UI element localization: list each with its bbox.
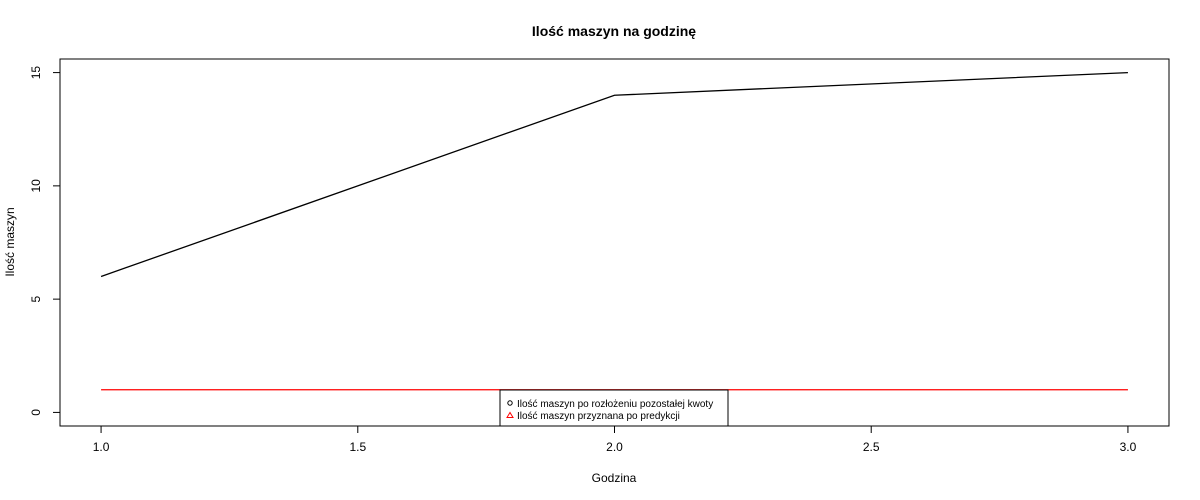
y-tick-label: 10 — [29, 179, 43, 193]
x-axis: 1.0 1.5 2.0 2.5 3.0 — [93, 425, 1137, 454]
plot-area-border — [59, 58, 1170, 427]
x-tick-label: 1.0 — [93, 440, 110, 454]
legend: Ilość maszyn po rozłożeniu pozostałej kw… — [499, 389, 729, 427]
y-tick-label: 5 — [29, 295, 43, 302]
x-axis-label: Godzina — [592, 471, 637, 485]
legend-entry-2: Ilość maszyn przyznana po predykcji — [517, 411, 680, 422]
x-tick-label: 2.5 — [863, 440, 880, 454]
y-tick-label: 15 — [29, 66, 43, 80]
legend-marker-triangle — [506, 411, 514, 418]
series-line-1 — [100, 71, 1128, 278]
x-tick-label: 1.5 — [349, 440, 366, 454]
chart-title: Ilość maszyn na godzinę — [532, 23, 696, 39]
legend-box — [499, 389, 729, 427]
legend-entry-1: Ilość maszyn po rozłożeniu pozostałej kw… — [517, 399, 713, 410]
y-axis: 0 5 10 15 — [29, 66, 61, 416]
series-layer — [100, 71, 1128, 391]
y-axis-label: Ilość maszyn — [3, 207, 17, 276]
x-tick-label: 2.0 — [606, 440, 623, 454]
x-tick-label: 3.0 — [1120, 440, 1137, 454]
y-tick-label: 0 — [29, 409, 43, 416]
legend-marker-circle — [507, 400, 513, 406]
